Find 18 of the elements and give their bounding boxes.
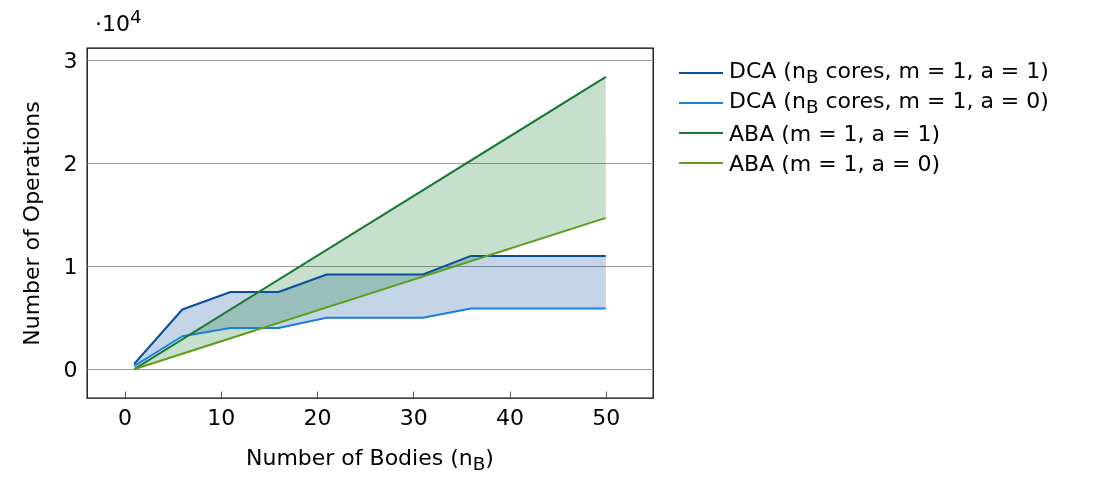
x-axis-title: Number of Bodies (n$_{B}$) <box>246 445 494 475</box>
x-tick-label: 0 <box>118 404 133 430</box>
legend-label: DCA (n$_{B}$ cores, m = 1, a = 1) <box>729 58 1049 88</box>
x-tick-label: 30 <box>399 404 428 430</box>
x-tick-label: 10 <box>207 404 236 430</box>
x-tick-label: 40 <box>496 404 525 430</box>
legend-label: ABA (m = 1, a = 1) <box>729 120 941 146</box>
y-tick-label: 3 <box>63 47 78 73</box>
y-tick-label: 1 <box>63 253 78 279</box>
legend-label: ABA (m = 1, a = 0) <box>729 150 941 176</box>
x-tick-label: 50 <box>592 404 621 430</box>
y-tick-label: 0 <box>63 356 78 382</box>
y-axis-title: Number of Operations <box>18 101 44 346</box>
x-tick-label: 20 <box>303 404 332 430</box>
legend-label: DCA (n$_{B}$ cores, m = 1, a = 0) <box>729 88 1049 118</box>
text: ·10$^{4}$ <box>95 6 142 37</box>
y-tick-label: 2 <box>63 150 78 176</box>
line-series <box>133 307 607 368</box>
